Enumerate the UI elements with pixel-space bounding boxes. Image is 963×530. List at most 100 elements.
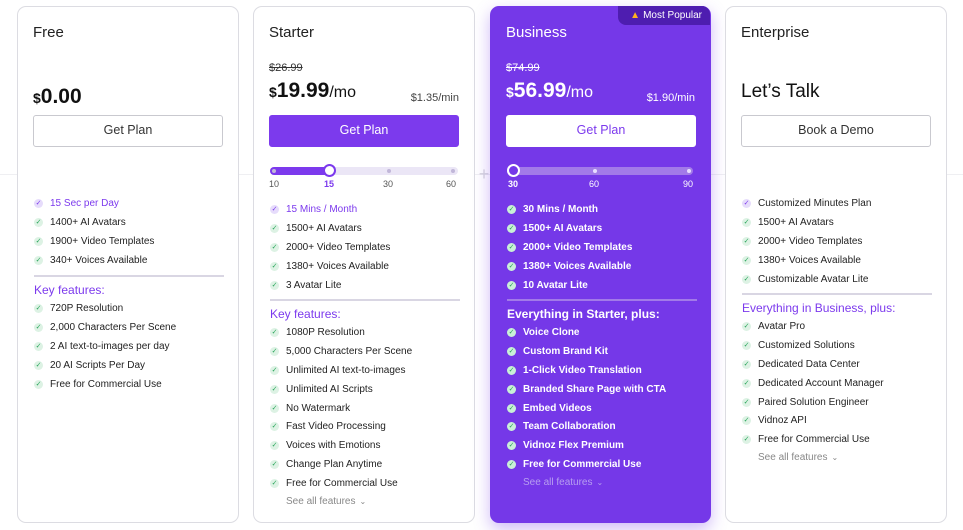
key-feature-item: ✓ Free for Commercial Use xyxy=(742,434,870,446)
feature-item: ✓ 1380+ Voices Available xyxy=(507,260,632,272)
plan-name: Enterprise xyxy=(741,24,810,41)
check-icon: ✓ xyxy=(270,223,279,233)
check-icon: ✓ xyxy=(742,274,751,284)
check-icon: ✓ xyxy=(270,328,279,337)
feature-item: ✓ 1500+ AI Avatars xyxy=(270,222,362,234)
check-icon: ✓ xyxy=(270,346,279,356)
check-icon: ✓ xyxy=(742,359,751,369)
headline: Let’s Talk xyxy=(741,81,820,102)
feature-list: ✓ 15 Mins / Month ✓ 1500+ AI Avatars ✓ 2000… xyxy=(270,203,464,297)
slider-track[interactable] xyxy=(270,167,458,175)
slider-track[interactable] xyxy=(507,167,693,175)
check-icon: ✓ xyxy=(507,223,516,233)
check-icon: ✓ xyxy=(270,403,279,413)
key-feature-item: ✓ 5,000 Characters Per Scene xyxy=(270,345,413,357)
feature-item: ✓ 2000+ Video Templates xyxy=(507,241,633,253)
key-feature-item: ✓ Voice Clone xyxy=(507,327,580,338)
key-feature-item: ✓ Customized Solutions xyxy=(742,339,855,351)
check-icon: ✓ xyxy=(34,341,43,351)
key-feature-item: ✓ 1-Click Video Translation xyxy=(507,364,642,376)
plan-card-business: ▲ Most Popular Business $74.99 $56.99/mo … xyxy=(490,6,711,523)
see-all-features-link[interactable]: See all features ⌄ xyxy=(758,452,839,463)
key-feature-item: ✓ Dedicated Account Manager xyxy=(742,377,884,389)
feature-item: ✓ 1500+ AI Avatars xyxy=(507,222,603,234)
plan-name: Starter xyxy=(269,24,315,41)
get-plan-button[interactable]: Get Plan xyxy=(269,115,459,147)
slider-stop[interactable] xyxy=(387,169,391,173)
slider-stop[interactable] xyxy=(593,169,597,173)
key-features-title: Key features: xyxy=(270,307,341,321)
plan-card-enterprise: Enterprise Let’s Talk Book a Demo ✓ Custo… xyxy=(725,6,947,523)
feature-list: ✓ 30 Mins / Month ✓ 1500+ AI Avatars ✓ 2000… xyxy=(507,203,700,297)
slider-tick-label: 60 xyxy=(446,179,457,189)
check-icon: ✓ xyxy=(742,255,751,265)
check-icon: ✓ xyxy=(34,322,43,332)
key-feature-item: ✓ Free for Commercial Use xyxy=(270,478,398,490)
check-icon: ✓ xyxy=(270,479,279,489)
slider-tick-label: 30 xyxy=(383,179,394,189)
check-icon: ✓ xyxy=(270,205,279,214)
check-icon: ✓ xyxy=(742,322,751,331)
plan-name: Business xyxy=(506,24,567,41)
key-feature-item: ✓ Embed Videos xyxy=(507,402,592,414)
check-icon: ✓ xyxy=(270,261,279,271)
check-icon: ✓ xyxy=(742,397,751,407)
slider-stop[interactable] xyxy=(272,169,276,173)
check-icon: ✓ xyxy=(34,255,43,265)
slider-thumb[interactable] xyxy=(507,164,520,177)
key-feature-item: ✓ 2,000 Characters Per Scene xyxy=(34,321,177,333)
feature-list: ✓ Customized Minutes Plan ✓ 1500+ AI Avata… xyxy=(742,197,936,291)
check-icon: ✓ xyxy=(742,378,751,388)
chevron-down-icon: ⌄ xyxy=(831,453,839,462)
key-feature-item: ✓ Unlimited AI Scripts xyxy=(270,383,373,395)
feature-item: ✓ 1500+ AI Avatars xyxy=(742,216,834,228)
check-icon: ✓ xyxy=(507,242,516,252)
feature-item: ✓ 10 Avatar Lite xyxy=(507,279,588,291)
slider-stop[interactable] xyxy=(451,169,455,173)
book-demo-button[interactable]: Book a Demo xyxy=(741,115,931,147)
key-feature-item: ✓ Custom Brand Kit xyxy=(507,345,608,357)
check-icon: ✓ xyxy=(270,460,279,470)
price: $19.99/mo xyxy=(269,79,357,102)
divider xyxy=(507,299,697,301)
key-feature-item: ✓ Team Collaboration xyxy=(507,421,616,433)
fire-icon: ▲ xyxy=(630,10,641,21)
get-plan-button[interactable]: Get Plan xyxy=(506,115,696,147)
key-feature-item: ✓ Branded Share Page with CTA xyxy=(507,383,667,395)
most-popular-badge: ▲ Most Popular xyxy=(618,6,710,25)
check-icon: ✓ xyxy=(270,422,279,432)
key-feature-item: ✓ Avatar Pro xyxy=(742,321,806,332)
key-feature-item: ✓ Change Plan Anytime xyxy=(270,459,383,471)
key-features-title: Key features: xyxy=(34,283,105,297)
key-feature-item: ✓ Voices with Emotions xyxy=(270,440,381,452)
feature-item: ✓ 15 Mins / Month xyxy=(270,204,358,215)
check-icon: ✓ xyxy=(742,416,751,426)
feature-item: ✓ 1380+ Voices Available xyxy=(742,254,861,266)
minutes-slider[interactable]: 30 60 90 xyxy=(507,164,694,191)
plan-card-starter: Starter $26.99 $19.99/mo $1.35/min Get P… xyxy=(253,6,475,523)
feature-item: ✓ Customized Minutes Plan xyxy=(742,198,872,209)
feature-item: ✓ 340+ Voices Available xyxy=(34,254,148,266)
feature-list: ✓ 15 Sec per Day ✓ 1400+ AI Avatars ✓ 1900+… xyxy=(34,197,228,273)
get-plan-button[interactable]: Get Plan xyxy=(33,115,223,147)
see-all-features-link[interactable]: See all features ⌄ xyxy=(523,477,604,488)
check-icon: ✓ xyxy=(507,365,516,375)
feature-item: ✓ 1900+ Video Templates xyxy=(34,235,155,247)
check-icon: ✓ xyxy=(270,242,279,252)
key-feature-list: ✓ Voice Clone ✓ Custom Brand Kit ✓ 1-Click … xyxy=(507,326,700,477)
check-icon: ✓ xyxy=(507,460,516,470)
key-feature-list: ✓ 1080P Resolution ✓ 5,000 Characters Per … xyxy=(270,326,464,496)
minutes-slider[interactable]: 10 15 30 60 xyxy=(269,164,458,191)
check-icon: ✓ xyxy=(34,217,43,227)
see-all-features-link[interactable]: See all features ⌄ xyxy=(286,496,367,507)
feature-item: ✓ 2000+ Video Templates xyxy=(270,241,391,253)
divider xyxy=(742,293,932,295)
key-feature-item: ✓ Free for Commercial Use xyxy=(507,459,642,471)
check-icon: ✓ xyxy=(507,346,516,356)
slider-tick-label: 90 xyxy=(683,179,694,189)
slider-stop[interactable] xyxy=(687,169,691,173)
feature-item: ✓ 1400+ AI Avatars xyxy=(34,216,126,228)
slider-thumb[interactable] xyxy=(323,164,336,177)
plus-icon: + xyxy=(478,164,490,184)
check-icon: ✓ xyxy=(507,261,516,271)
